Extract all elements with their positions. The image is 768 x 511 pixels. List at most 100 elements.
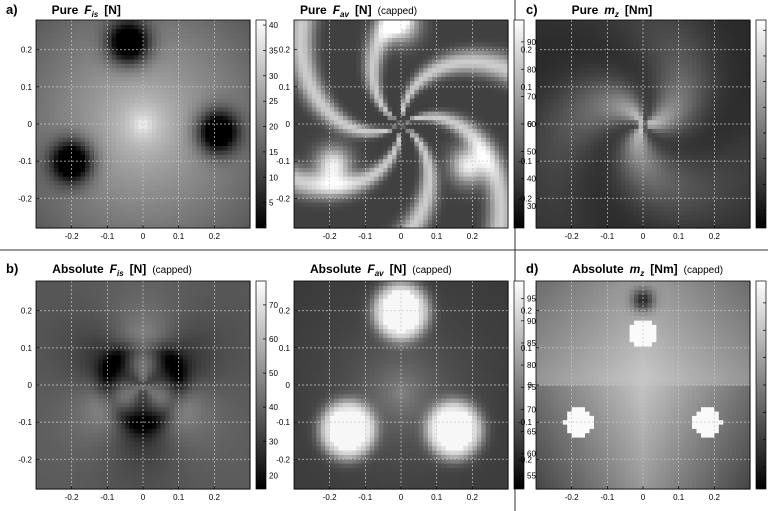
chart-panel-a2: -0.2 -0.1 0 0.1 0.20.20.10-0.1-0.23040506070… <box>276 19 536 241</box>
x-tick-label: -0.2 <box>565 232 579 241</box>
colorbar-tick-label: 5 <box>269 199 274 208</box>
heatmap-c <box>536 20 751 229</box>
colorbar-tick-label: 95 <box>527 295 536 304</box>
y-tick-label: -0.1 <box>276 418 290 427</box>
y-tick-label: -0.1 <box>18 418 32 427</box>
colorbar-tick-label: 60 <box>269 335 278 344</box>
colorbar-tick-label: 40 <box>269 403 278 412</box>
y-tick-label: 0 <box>28 381 33 390</box>
title-note: (capped) <box>683 265 724 276</box>
title-note: (capped) <box>377 6 418 17</box>
x-tick-label: -0.1 <box>600 232 614 241</box>
y-tick-label: -0.1 <box>518 157 532 166</box>
colorbar-tick-label: 80 <box>527 65 536 74</box>
colorbar-tick-label: 50 <box>527 147 536 156</box>
heatmap-d <box>536 281 751 490</box>
colorbar-tick-label: 85 <box>527 339 536 348</box>
y-tick-label: 0 <box>286 120 291 129</box>
heatmap-a <box>36 20 251 229</box>
x-tick-label: -0.1 <box>358 493 372 502</box>
title-subscript: is <box>91 10 99 19</box>
y-tick-label: -0.1 <box>18 157 32 166</box>
heatmap-b <box>36 281 251 490</box>
y-tick-label: 0.2 <box>521 307 533 316</box>
panel-title-b2: Absolute Fav [N] (capped) <box>310 261 452 278</box>
y-tick-label: 0.1 <box>21 344 33 353</box>
heatmap-b2 <box>294 281 509 490</box>
x-tick-label: -0.1 <box>100 493 114 502</box>
colorbar-tick-label: 65 <box>527 427 536 436</box>
y-tick-label: 0.1 <box>279 83 291 92</box>
colorbar-tick-label: 55 <box>527 472 536 481</box>
title-unit: [N] <box>104 3 121 17</box>
heatmap-a2 <box>294 20 509 229</box>
x-tick-label: 0.1 <box>431 232 443 241</box>
grid-a <box>36 20 250 228</box>
title-prefix: Absolute <box>572 262 624 276</box>
chart-panel-b: -0.2 -0.1 0 0.1 0.2 0.2 0.1 0 -0.1 -0.2 20 30 40 50 60… <box>18 280 278 502</box>
title-subscript: is <box>116 269 124 278</box>
title-symbol: F <box>367 262 375 276</box>
colorbar <box>255 280 267 490</box>
x-tick-label: 0 <box>141 493 146 502</box>
colorbar-tick-label: 40 <box>269 21 278 30</box>
colorbar-tick-label: 70 <box>527 405 536 414</box>
x-tick-label: -0.2 <box>323 232 337 241</box>
title-subscript: z <box>640 269 645 278</box>
x-tick-label: 0 <box>641 493 646 502</box>
x-tick-label: 0 <box>641 232 646 241</box>
x-tick-label: 0.2 <box>709 493 721 502</box>
x-tick-label: 0.1 <box>173 493 185 502</box>
panel-title-a2: Pure Fav [N] (capped) <box>300 2 417 19</box>
title-unit: [Nm] <box>624 3 653 17</box>
y-tick-label: 0 <box>528 120 533 129</box>
y-tick-label: -0.1 <box>518 418 532 427</box>
x-tick-label: 0.2 <box>209 493 221 502</box>
title-unit: [N] <box>129 262 147 276</box>
x-tick-label: 0.1 <box>431 493 443 502</box>
panel-label: c) <box>526 2 538 17</box>
y-tick-label: -0.2 <box>276 455 290 464</box>
title-prefix: Absolute <box>52 262 104 276</box>
colorbar-tick-label: 30 <box>269 72 278 81</box>
x-tick-label: 0 <box>141 232 146 241</box>
x-tick-label: -0.2 <box>323 493 337 502</box>
panel-title-a: a) Pure Fis [N] <box>6 2 127 19</box>
colorbar <box>513 280 525 490</box>
y-tick-label: 0.2 <box>21 46 33 55</box>
title-note: (capped) <box>412 265 452 276</box>
y-tick-label: 0 <box>528 381 533 390</box>
x-tick-label: 0.2 <box>467 493 479 502</box>
x-tick-label: -0.1 <box>100 232 114 241</box>
colorbar-tick-label: 40 <box>527 175 536 184</box>
y-tick-label: 0 <box>28 120 33 129</box>
x-tick-label: -0.2 <box>65 493 79 502</box>
colorbar-tick-label: 20 <box>269 123 278 132</box>
title-symbol: F <box>332 3 341 17</box>
y-tick-label: -0.2 <box>518 194 532 203</box>
chart-panel-c: -0.2-0.100.10.20.20.10-0.1-0.212345678 <box>518 19 767 241</box>
colorbar-tick-label: 30 <box>269 437 278 446</box>
title-prefix: Pure <box>300 3 327 17</box>
x-tick-label: 0.1 <box>673 232 685 241</box>
colorbar-tick-label: 70 <box>269 301 278 310</box>
title-note: (capped) <box>152 265 192 276</box>
colorbar-tick-label: 60 <box>527 450 536 459</box>
x-tick-label: 0 <box>399 493 404 502</box>
title-subscript: av <box>374 269 384 278</box>
y-tick-label: 0.1 <box>521 83 533 92</box>
y-tick-label: -0.2 <box>276 194 290 203</box>
x-tick-label: 0 <box>399 232 404 241</box>
colorbar-tick-label: 50 <box>269 369 278 378</box>
panel-title-b: b) Absolute Fis [N] (capped) <box>6 261 192 278</box>
title-unit: [Nm] <box>650 262 678 276</box>
grid-b2 <box>294 281 508 489</box>
colorbar-tick-label: 30 <box>527 202 536 211</box>
y-tick-label: 0.2 <box>279 307 291 316</box>
colorbar-tick-label: 80 <box>527 361 536 370</box>
x-tick-label: 0.2 <box>467 232 479 241</box>
title-prefix: Pure <box>51 3 79 17</box>
panel-title-d: d) Absolute mz [Nm] (capped) <box>526 261 723 278</box>
x-tick-label: 0.1 <box>173 232 185 241</box>
